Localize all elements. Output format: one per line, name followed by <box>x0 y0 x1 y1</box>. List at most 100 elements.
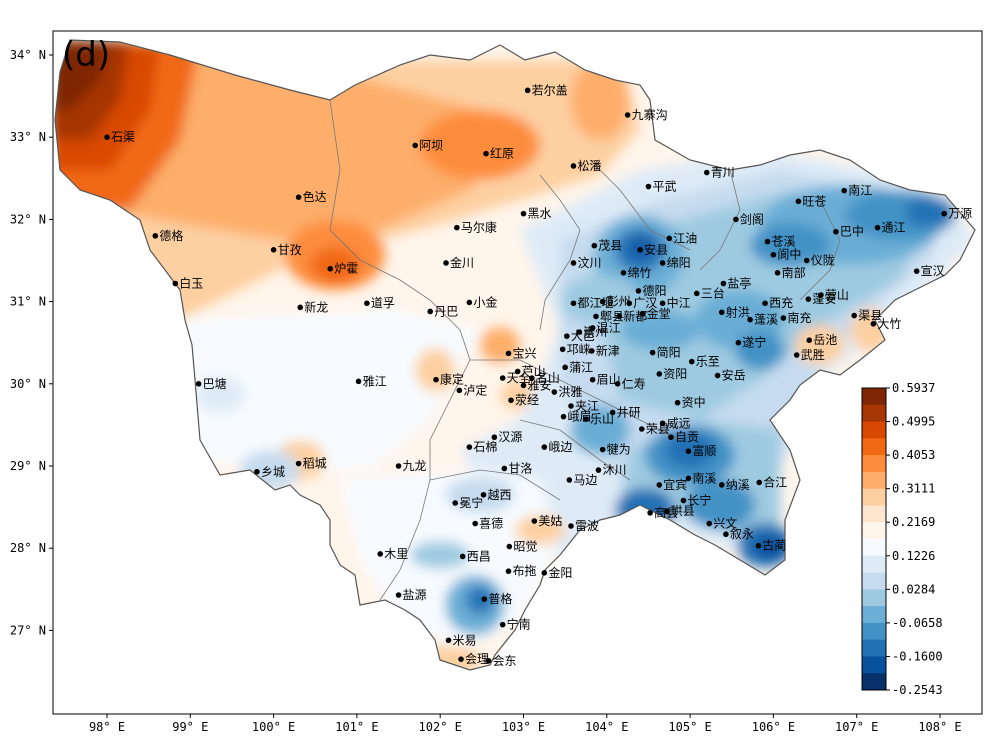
city-dot <box>706 520 713 527</box>
city-label: 德格 <box>159 228 183 243</box>
city-label: 万源 <box>948 207 972 221</box>
city-label: 安县 <box>644 242 668 257</box>
city-label: 仁寿 <box>622 377 646 391</box>
city-dot <box>505 568 512 575</box>
city-label: 江油 <box>673 231 697 245</box>
city-dot <box>764 238 771 245</box>
city-label: 旺苍 <box>802 194 826 208</box>
city-label: 新龙 <box>304 299 328 314</box>
colorbar-swatch <box>862 404 886 423</box>
city-label: 蒲江 <box>569 360 593 374</box>
city-label: 安岳 <box>722 368 746 383</box>
city-dot <box>491 434 498 441</box>
panel-label: (d) <box>62 35 110 75</box>
city-label: 金堂 <box>647 306 671 321</box>
city-dot <box>395 463 402 469</box>
city-label: 青川 <box>711 166 735 180</box>
city-label: 眉山 <box>597 373 621 387</box>
city-dot <box>458 656 464 662</box>
city-label: 威远 <box>667 416 691 430</box>
city-dot <box>674 399 681 406</box>
city-dot <box>609 409 616 416</box>
city-label: 普格 <box>488 591 512 606</box>
city-label: 邛崃 <box>567 342 591 356</box>
city-label: 芦山 <box>522 364 546 378</box>
city-label: 宣汉 <box>921 263 945 278</box>
city-dot <box>659 420 666 427</box>
city-dot <box>364 300 370 307</box>
province-boundary <box>54 39 976 671</box>
colorbar-swatch <box>862 589 886 607</box>
city-label: 阆中 <box>777 247 801 262</box>
city-dot <box>195 381 202 387</box>
city-dot <box>433 376 439 383</box>
city-dot <box>756 479 763 486</box>
colorbar-swatch <box>862 606 886 624</box>
city-dot <box>254 468 260 475</box>
city-label: 荥经 <box>515 393 539 407</box>
city-label: 洪雅 <box>558 384 582 399</box>
city-dot <box>595 467 602 473</box>
city-dot <box>499 375 506 381</box>
city-dot <box>805 296 812 302</box>
city-label: 渠县 <box>858 309 882 323</box>
city-dot <box>466 299 473 306</box>
colorbar-label: 0.5937 <box>892 381 935 395</box>
city-dot <box>570 260 577 266</box>
city-dot <box>663 508 670 515</box>
city-dot <box>485 658 492 664</box>
city-dot <box>551 389 558 395</box>
city-label: 黑水 <box>528 207 552 221</box>
city-label: 越西 <box>488 488 512 502</box>
city-dot <box>591 242 598 249</box>
city-dot <box>656 371 663 377</box>
colorbar-swatch <box>862 555 886 574</box>
city-dot <box>833 228 839 235</box>
city-label: 彭州 <box>607 295 631 309</box>
city-label: 遂宁 <box>742 335 766 350</box>
city-dot <box>152 233 159 239</box>
city-label: 沐川 <box>602 463 626 477</box>
city-label: 美姑 <box>538 514 562 528</box>
city-dot <box>688 358 695 365</box>
city-label: 甘孜 <box>278 243 302 257</box>
city-label: 汶川 <box>577 255 601 270</box>
lon-tick-label: 102° E <box>419 720 462 734</box>
city-label: 宁南 <box>507 617 531 632</box>
colorbar-swatch <box>862 388 886 406</box>
city-label: 西昌 <box>467 549 491 563</box>
city-dot <box>637 247 643 253</box>
city-label: 茂县 <box>598 239 622 253</box>
city-label: 富顺 <box>692 443 716 458</box>
city-label: 乐山 <box>590 412 614 426</box>
city-dot <box>541 570 548 576</box>
city-dot <box>459 553 466 560</box>
colorbar-swatch <box>862 572 886 590</box>
city-label: 蓬安 <box>812 291 836 306</box>
city-dot <box>703 169 710 176</box>
city-label: 米易 <box>453 633 477 647</box>
city-label: 白玉 <box>179 276 203 291</box>
city-label: 蓬溪 <box>754 313 778 327</box>
city-dot <box>647 510 653 516</box>
city-dot <box>616 313 623 320</box>
city-dot <box>659 300 666 307</box>
city-label: 荣县 <box>646 422 670 436</box>
city-dot <box>506 543 513 550</box>
city-label: 岳池 <box>813 333 837 347</box>
city-label: 犍为 <box>607 443 631 457</box>
city-label: 武胜 <box>801 347 825 362</box>
city-dot <box>568 523 574 529</box>
lat-tick-label: 32° N <box>10 212 46 226</box>
city-dot <box>638 426 645 432</box>
city-dot <box>599 446 606 453</box>
lat-axis: 34° N 33° N 32° N 31° N 30° N 29° N 28° N 27° N <box>10 48 53 637</box>
city-label: 自贡 <box>675 430 699 444</box>
colorbar-swatch <box>862 505 886 523</box>
city-label: 汉源 <box>498 430 522 444</box>
city-label: 德阳 <box>642 283 666 298</box>
city-dot <box>870 320 877 327</box>
city-label: 阿坝 <box>419 138 443 152</box>
city-dot <box>747 316 753 323</box>
city-dot <box>649 349 656 356</box>
